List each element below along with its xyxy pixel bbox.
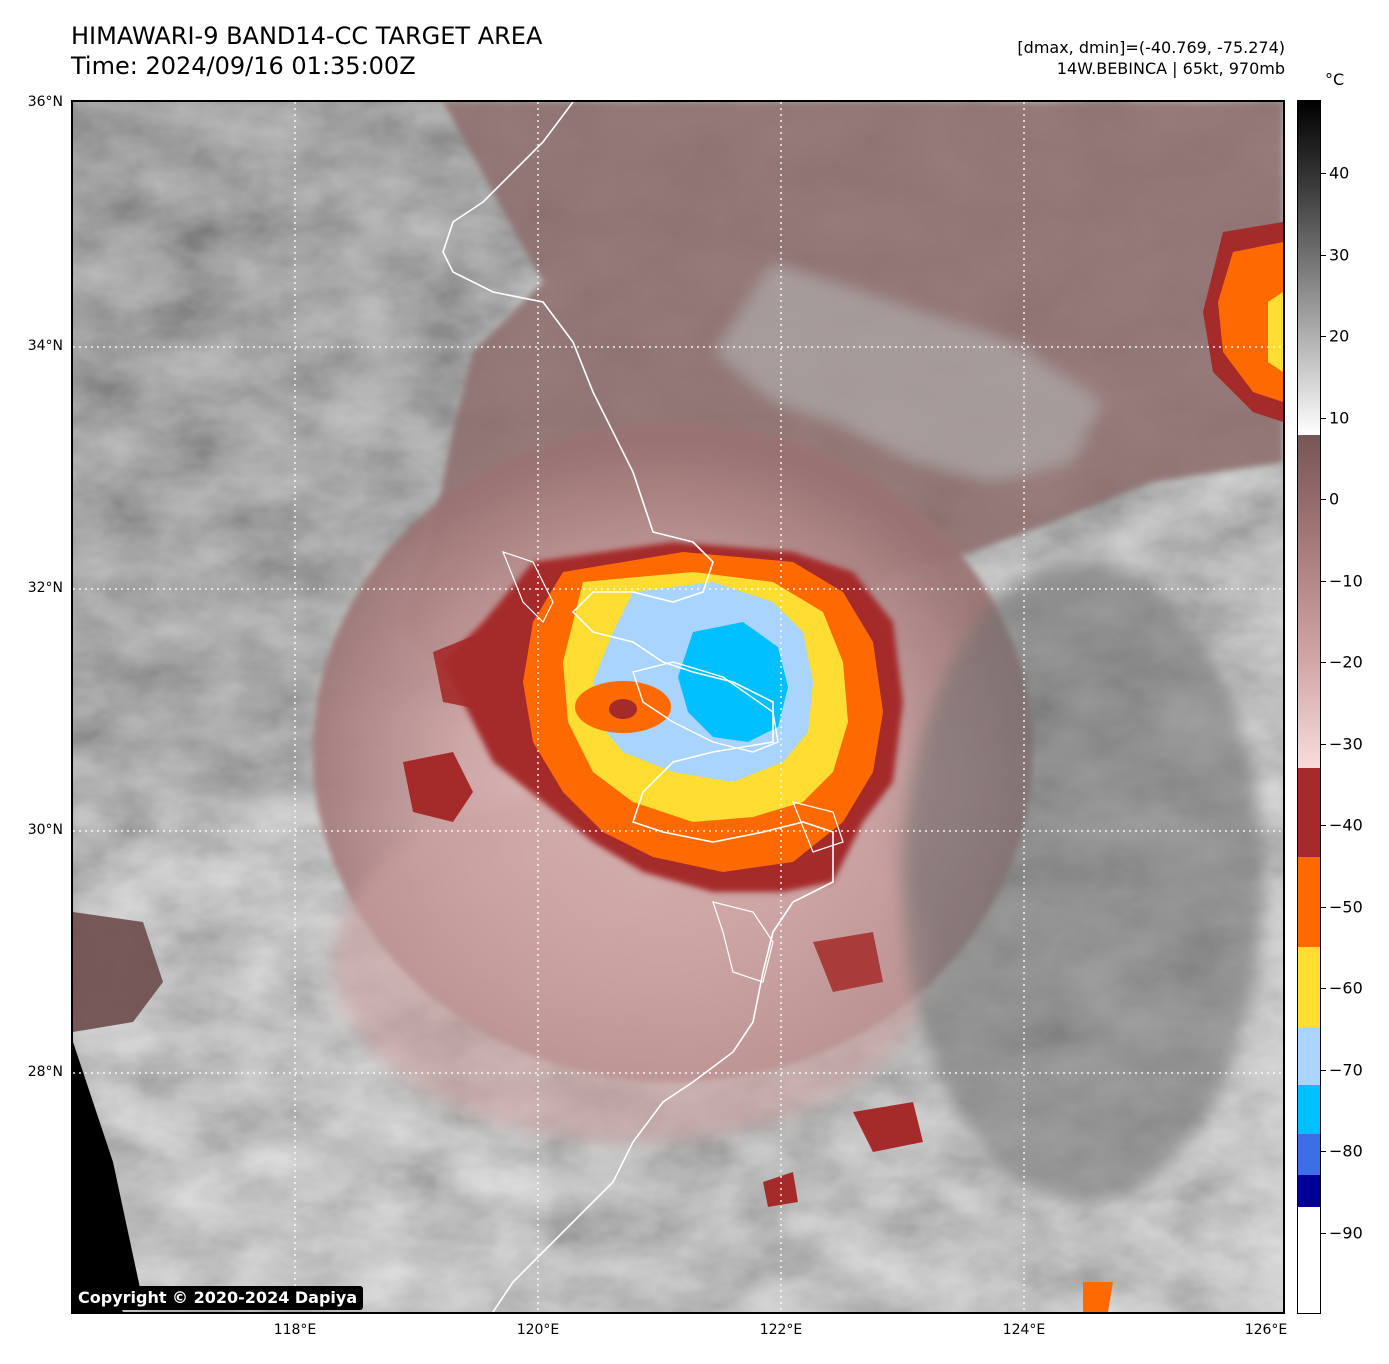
colorbar-tick-mark bbox=[1321, 1232, 1326, 1234]
data-range-text: [dmax, dmin]=(-40.769, -75.274) bbox=[1017, 38, 1285, 57]
satellite-imagery bbox=[73, 102, 1283, 1312]
colorbar-tick-mark bbox=[1321, 988, 1326, 990]
colorbar-segment bbox=[1298, 1134, 1320, 1175]
storm-info-text: 14W.BEBINCA | 65kt, 970mb bbox=[1056, 59, 1285, 78]
colorbar-tick-label: −30 bbox=[1329, 734, 1363, 754]
lon-label-120e: 120°E bbox=[516, 1322, 560, 1338]
colorbar-tick-mark bbox=[1321, 173, 1326, 175]
lon-label-124e: 124°E bbox=[1002, 1322, 1046, 1338]
colorbar-segment bbox=[1298, 768, 1320, 858]
colorbar-tick-label: 30 bbox=[1329, 245, 1350, 265]
colorbar-tick-label: −70 bbox=[1329, 1060, 1363, 1080]
colorbar-segment bbox=[1298, 857, 1320, 947]
colorbar-segment bbox=[1298, 1028, 1320, 1086]
map-timestamp: Time: 2024/09/16 01:35:00Z bbox=[71, 52, 416, 80]
colorbar-tick-label: −50 bbox=[1329, 897, 1363, 917]
colorbar-tick-mark bbox=[1321, 662, 1326, 664]
lat-label-32n: 32°N bbox=[27, 580, 63, 596]
colorbar-unit: °C bbox=[1325, 70, 1345, 89]
colorbar-tick-mark bbox=[1321, 336, 1326, 338]
lon-label-118e: 118°E bbox=[273, 1322, 317, 1338]
temperature-colorbar bbox=[1297, 100, 1321, 1314]
lat-label-34n: 34°N bbox=[27, 338, 63, 354]
colorbar-tick-mark bbox=[1321, 906, 1326, 908]
colorbar-tick-label: −80 bbox=[1329, 1141, 1363, 1161]
colorbar-tick-label: 10 bbox=[1329, 408, 1350, 428]
colorbar-tick-mark bbox=[1321, 743, 1326, 745]
colorbar-tick-label: 0 bbox=[1329, 489, 1340, 509]
colorbar-tick-label: −90 bbox=[1329, 1223, 1363, 1243]
colorbar-segment bbox=[1298, 1174, 1320, 1208]
colorbar-segment bbox=[1298, 101, 1320, 435]
colorbar-tick-mark bbox=[1321, 825, 1326, 827]
colorbar-segment bbox=[1298, 946, 1320, 1029]
colorbar-tick-mark bbox=[1321, 499, 1326, 501]
colorbar-tick-mark bbox=[1321, 254, 1326, 256]
colorbar-tick-mark bbox=[1321, 580, 1326, 582]
lat-lon-grid bbox=[73, 102, 1283, 1312]
map-title: HIMAWARI-9 BAND14-CC TARGET AREA bbox=[71, 22, 543, 50]
lon-label-122e: 122°E bbox=[759, 1322, 803, 1338]
colorbar-segment bbox=[1298, 434, 1320, 768]
colorbar-segment bbox=[1298, 1085, 1320, 1135]
colorbar-tick-label: 40 bbox=[1329, 163, 1350, 183]
colorbar-tick-label: −20 bbox=[1329, 652, 1363, 672]
colorbar-tick-mark bbox=[1321, 417, 1326, 419]
lat-label-30n: 30°N bbox=[27, 822, 63, 838]
satellite-map[interactable] bbox=[71, 100, 1285, 1314]
lat-label-36n: 36°N bbox=[27, 94, 63, 110]
colorbar-segment bbox=[1298, 1207, 1320, 1313]
colorbar-tick-mark bbox=[1321, 1151, 1326, 1153]
colorbar-tick-label: −40 bbox=[1329, 815, 1363, 835]
colorbar-tick-label: −10 bbox=[1329, 571, 1363, 591]
colorbar-tick-label: 20 bbox=[1329, 326, 1350, 346]
colorbar-tick-label: −60 bbox=[1329, 978, 1363, 998]
lon-label-126e: 126°E bbox=[1244, 1322, 1288, 1338]
copyright-badge: Copyright © 2020-2024 Dapiya bbox=[73, 1286, 364, 1310]
lat-label-28n: 28°N bbox=[27, 1064, 63, 1080]
colorbar-tick-mark bbox=[1321, 1069, 1326, 1071]
